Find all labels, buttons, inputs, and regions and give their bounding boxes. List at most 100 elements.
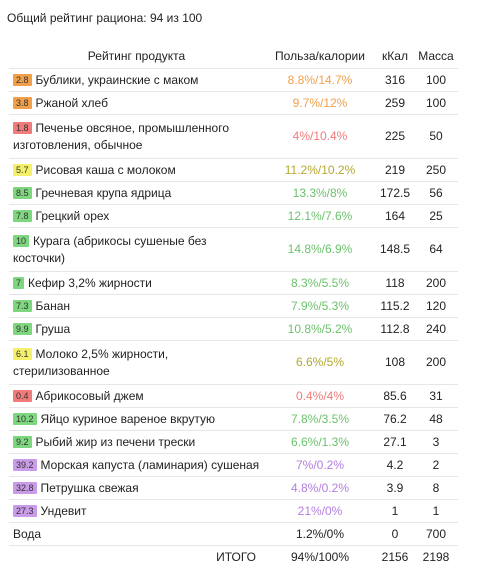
table-row: 0.4 Абрикосовый джем 0.4%/4% 85.6 31 — [9, 384, 458, 408]
total-mass: 2198 — [422, 549, 450, 564]
benefit-calorie-ratio: 14.8%/6.9% — [264, 227, 376, 272]
table-row: 2.8 Бублики, украинские с маком 8.8%/14.7%… — [9, 68, 458, 92]
mass-cell: 1 — [414, 499, 458, 523]
mass-cell: 100 — [414, 91, 458, 115]
rating-badge: 9.9 — [13, 322, 32, 335]
product-cell: 5.7 Рисовая каша с молоком — [9, 158, 264, 182]
rating-badge: 7 — [13, 276, 25, 289]
kcal-cell: 108 — [376, 340, 414, 385]
table-row: 10 Курага (абрикосы сушеные без косточки)… — [9, 227, 458, 272]
kcal-cell: 225 — [376, 114, 414, 159]
rating-badge: 10 — [13, 234, 30, 247]
product-cell: 3.8 Ржаной хлеб — [9, 91, 264, 115]
benefit-calorie-ratio: 8.8%/14.7% — [264, 68, 376, 92]
rating-badge: 7.8 — [13, 209, 32, 222]
rating-badge: 3.8 — [13, 96, 32, 109]
table-row: 39.2 Морская капуста (ламинария) сушеная 7… — [9, 453, 458, 477]
kcal-cell: 4.2 — [376, 453, 414, 477]
mass-cell: 700 — [414, 522, 458, 546]
product-name: Яйцо куриное вареное вкрутую — [40, 411, 215, 426]
product-cell: 2.8 Бублики, украинские с маком — [9, 68, 264, 92]
table-row: 27.3 Ундевит 21%/0% 1 1 — [9, 499, 458, 523]
product-cell: 7.3 Банан — [9, 294, 264, 318]
header-ratio: Польза/калории — [264, 45, 376, 69]
kcal-cell: 115.2 — [376, 294, 414, 318]
rating-badge: 1.8 — [13, 121, 32, 134]
mass-cell: 240 — [414, 317, 458, 341]
benefit-calorie-ratio: 4.8%/0.2% — [264, 476, 376, 500]
header-mass: Масса — [414, 45, 458, 69]
kcal-cell: 1 — [376, 499, 414, 523]
benefit-calorie-ratio: 7.9%/5.3% — [264, 294, 376, 318]
table-row: 5.7 Рисовая каша с молоком 11.2%/10.2% 219 2… — [9, 158, 458, 182]
kcal-cell: 112.8 — [376, 317, 414, 341]
kcal-cell: 148.5 — [376, 227, 414, 272]
mass-cell: 56 — [414, 181, 458, 205]
benefit-calorie-ratio: 8.3%/5.5% — [264, 271, 376, 295]
rating-badge: 0.4 — [13, 389, 32, 402]
product-name: Груша — [35, 321, 71, 336]
benefit-calorie-ratio: 21%/0% — [264, 499, 376, 523]
benefit-calorie-ratio: 0.4%/4% — [264, 384, 376, 408]
table-header-row: Рейтинг продукта Польза/калории кКал Мас… — [9, 45, 458, 69]
rating-badge: 8.5 — [13, 186, 32, 199]
benefit-calorie-ratio: 6.6%/1.3% — [264, 430, 376, 454]
benefit-calorie-ratio: 1.2%/0% — [264, 522, 376, 546]
mass-cell: 200 — [414, 271, 458, 295]
rating-badge: 6.1 — [13, 347, 32, 360]
product-cell: 9.9 Груша — [9, 317, 264, 341]
rating-badge: 27.3 — [13, 504, 37, 517]
rating-badge: 10.2 — [13, 412, 37, 425]
mass-cell: 120 — [414, 294, 458, 318]
kcal-cell: 164 — [376, 204, 414, 228]
table-row: 7.8 Грецкий орех 12.1%/7.6% 164 25 — [9, 204, 458, 228]
mass-cell: 50 — [414, 114, 458, 159]
kcal-cell: 0 — [376, 522, 414, 546]
product-rating-table: Рейтинг продукта Польза/калории кКал Мас… — [9, 45, 458, 568]
product-cell: 7 Кефир 3,2% жирности — [9, 271, 264, 295]
mass-cell: 25 — [414, 204, 458, 228]
benefit-calorie-ratio: 7.8%/3.5% — [264, 407, 376, 431]
product-name: Вода — [13, 526, 42, 541]
rating-badge: 9.2 — [13, 435, 32, 448]
mass-cell: 48 — [414, 407, 458, 431]
diet-rating-summary: Общий рейтинг рациона: 94 из 100 — [7, 11, 203, 25]
product-name: Петрушка свежая — [40, 480, 139, 495]
benefit-calorie-ratio: 12.1%/7.6% — [264, 204, 376, 228]
mass-cell: 250 — [414, 158, 458, 182]
product-cell: 32.8 Петрушка свежая — [9, 476, 264, 500]
product-cell: 7.8 Грецкий орех — [9, 204, 264, 228]
table-row: 9.2 Рыбий жир из печени трески 6.6%/1.3% 27… — [9, 430, 458, 454]
mass-cell: 3 — [414, 430, 458, 454]
total-kcal: 2156 — [381, 549, 409, 564]
table-row: 32.8 Петрушка свежая 4.8%/0.2% 3.9 8 — [9, 476, 458, 500]
kcal-cell: 76.2 — [376, 407, 414, 431]
kcal-cell: 85.6 — [376, 384, 414, 408]
table-row: 8.5 Гречневая крупа ядрица 13.3%/8% 172.5 56 — [9, 181, 458, 205]
table-row: 6.1 Молоко 2,5% жирности, стерилизованное… — [9, 340, 458, 385]
product-cell: Вода — [9, 522, 264, 546]
product-name: Молоко 2,5% жирности, стерилизованное — [13, 346, 169, 378]
product-cell: 6.1 Молоко 2,5% жирности, стерилизованное — [9, 340, 264, 385]
rating-badge: 2.8 — [13, 73, 32, 86]
table-row: 3.8 Ржаной хлеб 9.7%/12% 259 100 — [9, 91, 458, 115]
product-name: Кефир 3,2% жирности — [28, 275, 152, 290]
product-name: Курага (абрикосы сушеные без косточки) — [13, 233, 207, 265]
kcal-cell: 172.5 — [376, 181, 414, 205]
product-cell: 0.4 Абрикосовый джем — [9, 384, 264, 408]
table-row: Вода 1.2%/0% 0 700 — [9, 522, 458, 546]
table-row: 9.9 Груша 10.8%/5.2% 112.8 240 — [9, 317, 458, 341]
table-row: 10.2 Яйцо куриное вареное вкрутую 7.8%/3.5… — [9, 407, 458, 431]
kcal-cell: 118 — [376, 271, 414, 295]
product-name: Печенье овсяное, промышленного изготовле… — [13, 120, 230, 152]
product-cell: 8.5 Гречневая крупа ядрица — [9, 181, 264, 205]
benefit-calorie-ratio: 10.8%/5.2% — [264, 317, 376, 341]
product-cell: 9.2 Рыбий жир из печени трески — [9, 430, 264, 454]
mass-cell: 2 — [414, 453, 458, 477]
table-row: 7 Кефир 3,2% жирности 8.3%/5.5% 118 200 — [9, 271, 458, 295]
total-ratio: 94%/100% — [290, 549, 350, 564]
rating-badge: 5.7 — [13, 163, 32, 176]
total-row: ИТОГО 94%/100% 2156 2198 — [9, 546, 458, 569]
mass-cell: 31 — [414, 384, 458, 408]
benefit-calorie-ratio: 13.3%/8% — [264, 181, 376, 205]
